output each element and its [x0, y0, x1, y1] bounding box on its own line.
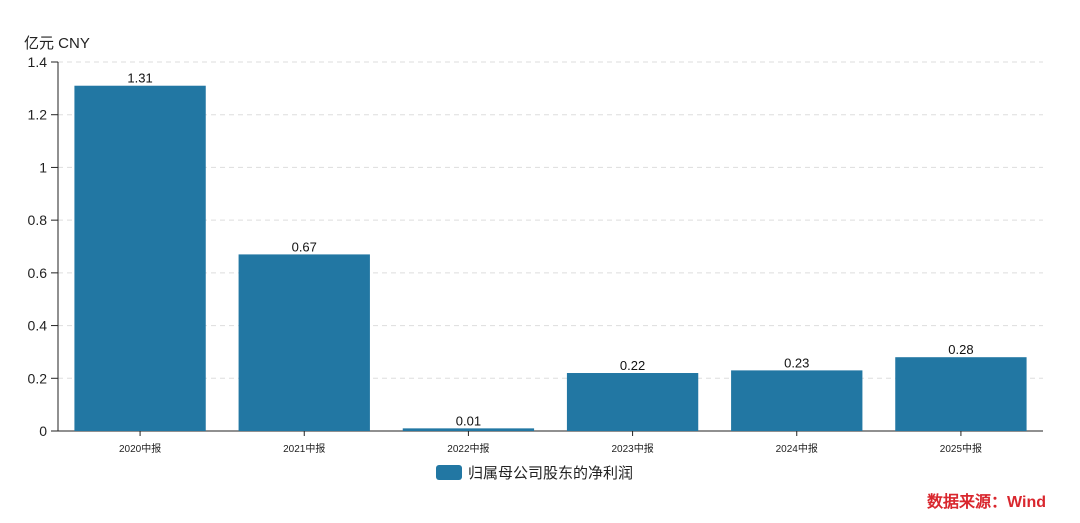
y-axis-unit-label: 亿元 CNY	[24, 35, 90, 52]
y-tick-label: 1	[39, 159, 47, 175]
bar	[731, 370, 863, 431]
data-source-note: 数据来源：Wind	[927, 494, 1046, 511]
bar	[74, 85, 206, 431]
x-tick-label: 2021中报	[283, 442, 325, 455]
y-tick-label: 0.6	[28, 265, 48, 281]
legend-label: 归属母公司股东的净利润	[468, 465, 634, 482]
data-label: 0.22	[620, 358, 645, 373]
x-tick-label: 2025中报	[940, 442, 982, 455]
bar	[402, 428, 535, 431]
legend-swatch	[436, 465, 462, 480]
y-tick-label: 0	[39, 423, 47, 439]
data-label: 0.01	[456, 413, 481, 428]
y-tick-label: 1.4	[28, 54, 48, 70]
x-tick-label: 2020中报	[119, 442, 161, 455]
x-tick-label: 2024中报	[776, 442, 818, 455]
y-tick-label: 0.8	[28, 212, 48, 228]
data-label: 0.28	[948, 342, 973, 357]
data-label: 0.67	[292, 239, 317, 254]
chart-legend: 归属母公司股东的净利润	[436, 462, 633, 483]
y-tick-label: 0.4	[28, 318, 48, 334]
data-label: 1.31	[127, 71, 152, 86]
data-label: 0.23	[784, 355, 809, 370]
x-tick-label: 2022中报	[447, 442, 489, 455]
y-tick-label: 0.2	[28, 370, 48, 386]
x-tick-label: 2023中报	[611, 442, 653, 455]
bar	[238, 254, 370, 431]
y-tick-label: 1.2	[28, 107, 48, 123]
bar	[566, 373, 699, 431]
bar	[895, 357, 1027, 431]
